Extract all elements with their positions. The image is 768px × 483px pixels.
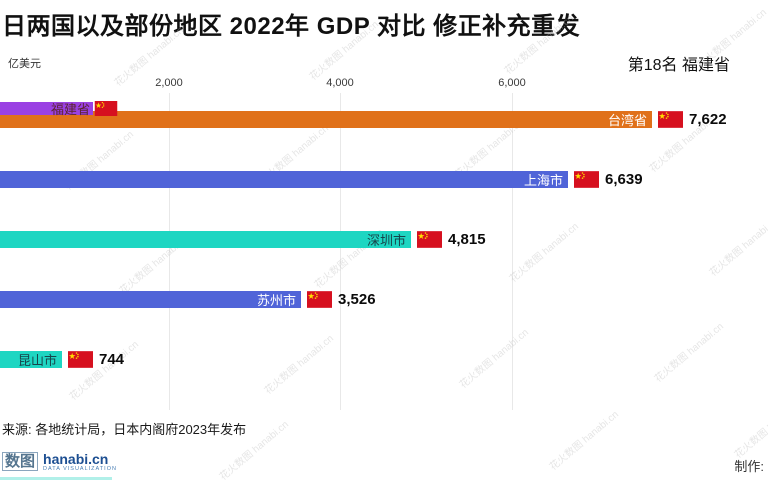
data-source-note: 来源: 各地统计局，日本内阁府2023年发布 <box>2 422 247 437</box>
logo-subtitle: DATA VISUALIZATION <box>43 466 117 472</box>
bar-fujian: 福建省 <box>0 102 93 117</box>
china-flag-icon <box>574 171 599 188</box>
bar-row-taiwan: 台湾省 7,622 <box>0 111 727 128</box>
bar-value: 3,526 <box>338 291 376 308</box>
watermark-text: 花火数图 hanabi.cn <box>67 339 141 403</box>
bar-shanghai: 上海市 <box>0 171 568 188</box>
bar-value: 6,639 <box>605 171 643 188</box>
bar-label: 苏州市 <box>256 293 296 308</box>
x-tick-2000: 2,000 <box>155 77 183 89</box>
bar-label: 福建省 <box>50 102 90 117</box>
bar-label: 台湾省 <box>607 113 647 128</box>
bar-kunshan: 昆山市 <box>0 351 62 368</box>
watermark-text: 花火数图 hanabi.cn <box>507 221 581 285</box>
gridline-4000 <box>340 93 341 410</box>
china-flag-icon <box>658 111 683 128</box>
bar-label: 上海市 <box>523 173 563 188</box>
gridline-2000 <box>169 93 170 410</box>
bar-row-kunshan: 昆山市 744 <box>0 351 124 368</box>
china-flag-icon <box>417 231 442 248</box>
x-tick-6000: 6,000 <box>498 77 526 89</box>
current-rank-label: 第18名 福建省 <box>627 57 730 74</box>
x-tick-4000: 4,000 <box>326 77 354 89</box>
watermark-text: 花火数图 hanabi.cn <box>707 215 768 279</box>
bar-value: 744 <box>99 351 125 368</box>
bar-row-shanghai: 上海市 6,639 <box>0 171 643 188</box>
chart-title: 日两国以及部份地区 2022年 GDP 对比 修正补充重发 <box>2 13 581 40</box>
watermark-text: 花火数图 hanabi.cn <box>457 327 531 391</box>
bar-row-fujian: 福建省 <box>0 101 124 117</box>
watermark-text: 花火数图 hanabi.cn <box>547 409 621 473</box>
bar-value: 4,815 <box>448 231 486 248</box>
axis-unit-label: 亿美元 <box>8 58 41 70</box>
logo-mark: 数图 <box>2 452 39 471</box>
bar-row-suzhou: 苏州市 3,526 <box>0 291 376 308</box>
entering-bar-sliver <box>0 477 112 480</box>
bar-label: 昆山市 <box>17 353 57 368</box>
china-flag-icon <box>307 291 332 308</box>
gridline-6000 <box>512 93 513 410</box>
bar-label: 深圳市 <box>366 233 406 248</box>
logo-name: hanabi.cn <box>43 451 109 467</box>
bar-value: 7,622 <box>689 111 727 128</box>
bar-row-shenzhen: 深圳市 4,815 <box>0 231 486 248</box>
watermark-text: 花火数图 hanabi.cn <box>732 397 768 461</box>
credit-label: 制作: <box>734 459 764 474</box>
bar-suzhou: 苏州市 <box>0 291 301 308</box>
bar-taiwan: 台湾省 <box>0 111 652 128</box>
bar-shenzhen: 深圳市 <box>0 231 411 248</box>
watermark-text: 花火数图 hanabi.cn <box>262 333 336 397</box>
china-flag-icon <box>94 101 118 116</box>
watermark-text: 花火数图 hanabi.cn <box>652 321 726 385</box>
hanabi-logo: 数图 hanabi.cn DATA VISUALIZATION <box>2 452 117 473</box>
china-flag-icon <box>68 351 93 368</box>
